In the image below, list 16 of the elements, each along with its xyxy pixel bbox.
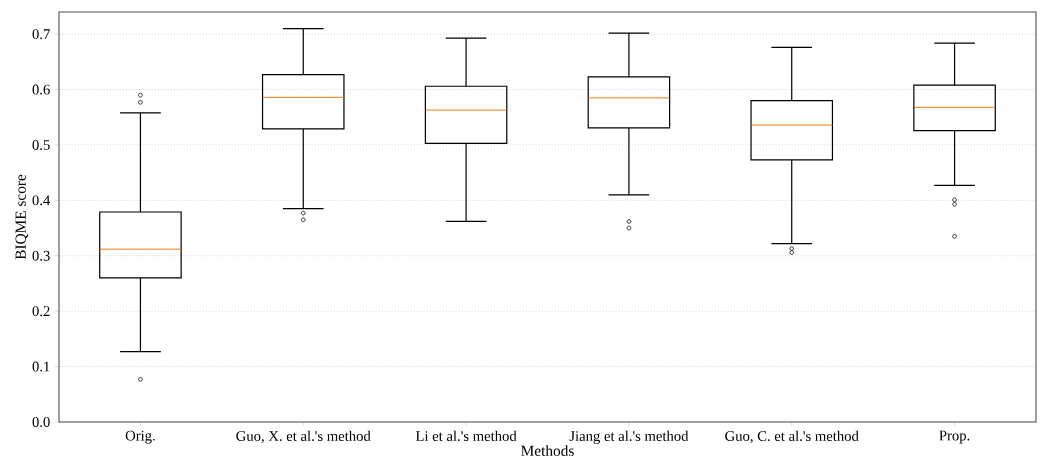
x-axis-title: Methods — [521, 445, 574, 456]
y-tick-label: 0.7 — [32, 29, 50, 40]
y-tick-label: 0.0 — [32, 417, 50, 427]
x-tick-label: Jiang et al.'s method — [569, 430, 689, 445]
y-axis-title: BIQME score — [15, 174, 29, 260]
x-tick-label: Guo, X. et al.'s method — [236, 430, 371, 444]
y-tick-label: 0.4 — [32, 195, 51, 206]
y-tick-label: 0.1 — [32, 361, 50, 372]
x-tick-label: Orig. — [125, 430, 155, 444]
y-tick-label: 0.3 — [32, 250, 50, 261]
y-tick-label: 0.5 — [32, 140, 50, 150]
x-tick-label: Guo, C. et al.'s method — [725, 430, 859, 444]
x-tick-label: Prop. — [939, 430, 970, 444]
x-tick-label: Li et al.'s method — [415, 430, 517, 442]
y-tick-label: 0.2 — [32, 306, 50, 317]
y-tick-label: 0.6 — [32, 84, 50, 95]
